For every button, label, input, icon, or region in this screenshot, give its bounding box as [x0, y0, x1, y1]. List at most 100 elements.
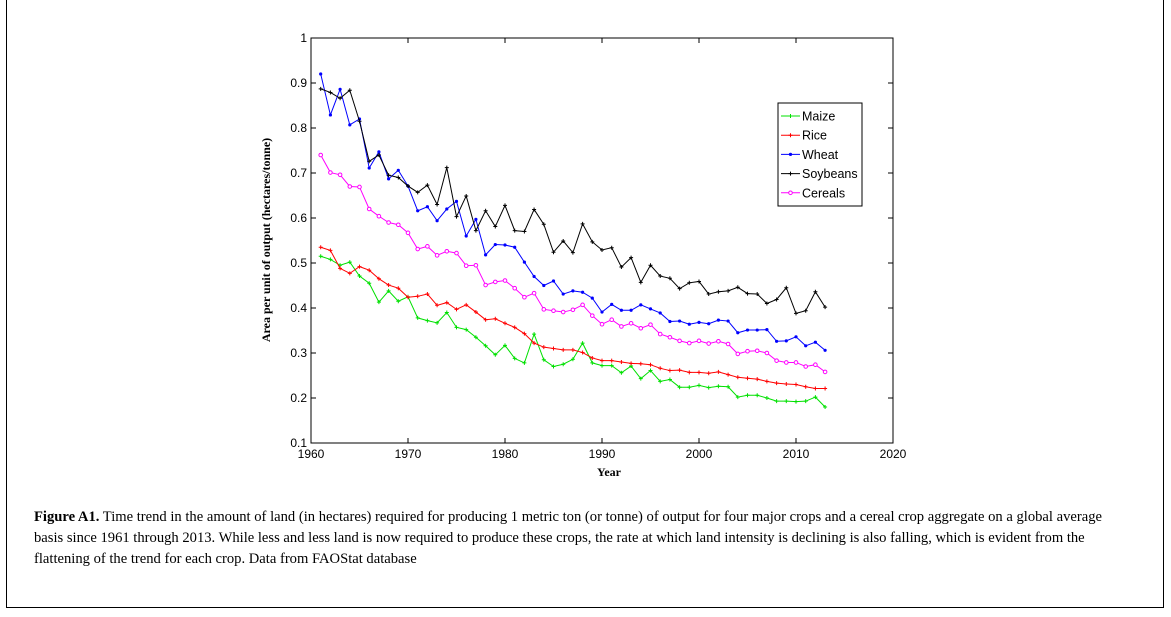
- x-tick-label: 2010: [783, 447, 810, 461]
- data-point: [629, 255, 634, 260]
- data-point: [338, 87, 342, 91]
- data-point: [823, 386, 828, 391]
- legend: Maize Rice Wheat Soybeans Cereals: [777, 102, 863, 207]
- data-point: [735, 375, 740, 380]
- data-point: [357, 274, 362, 279]
- data-point: [600, 358, 604, 363]
- data-point: [425, 244, 430, 249]
- data-point: [784, 339, 788, 343]
- data-point: [541, 307, 547, 312]
- data-point: [396, 222, 401, 228]
- data-point: [434, 253, 440, 258]
- x-tick-label: 1980: [492, 447, 519, 461]
- data-point: [522, 360, 527, 365]
- data-point: [454, 307, 459, 312]
- data-point: [415, 294, 420, 299]
- data-point: [416, 209, 420, 213]
- data-point: [696, 338, 702, 344]
- series-line-soybeans: [320, 88, 826, 315]
- data-point: [774, 358, 779, 363]
- legend-item-cereals: Cereals: [781, 186, 845, 200]
- data-point: [512, 325, 517, 330]
- data-point: [648, 263, 653, 268]
- data-point: [357, 184, 362, 190]
- data-point: [435, 219, 439, 223]
- data-point: [512, 285, 518, 291]
- legend-label: Maize: [802, 110, 835, 124]
- data-point: [706, 371, 711, 376]
- data-point: [396, 286, 401, 291]
- data-point: [706, 385, 711, 390]
- data-point: [318, 245, 323, 250]
- data-point: [493, 224, 498, 229]
- legend-marker: [788, 152, 793, 156]
- series-line-rice: [320, 246, 826, 390]
- data-point: [764, 396, 769, 400]
- data-point: [512, 228, 517, 233]
- data-point: [483, 282, 488, 288]
- data-point: [357, 264, 362, 269]
- data-point: [735, 395, 740, 400]
- data-point: [386, 173, 391, 178]
- series-soybeans: [318, 86, 828, 316]
- figure-caption: Figure A1. Time trend in the amount of l…: [34, 507, 1134, 570]
- data-point: [541, 357, 546, 362]
- data-point: [638, 325, 644, 331]
- data-point: [386, 283, 391, 288]
- data-point: [376, 213, 382, 219]
- data-point: [687, 322, 691, 326]
- data-point: [522, 229, 527, 234]
- data-point: [454, 214, 459, 219]
- data-point: [813, 289, 818, 294]
- data-point: [823, 348, 827, 352]
- data-point: [454, 325, 459, 330]
- data-point: [687, 370, 692, 375]
- data-point: [590, 296, 594, 300]
- series-line-cereals: [320, 154, 826, 373]
- data-point: [551, 364, 556, 369]
- data-point: [376, 153, 381, 157]
- data-point: [600, 310, 604, 314]
- data-point: [464, 234, 468, 238]
- legend-item-soybeans: Soybeans: [781, 167, 858, 181]
- data-point: [328, 90, 333, 95]
- data-point: [347, 184, 353, 189]
- data-point: [658, 366, 663, 371]
- data-point: [484, 253, 488, 257]
- data-point: [677, 368, 682, 373]
- data-point: [396, 175, 401, 180]
- data-point: [726, 372, 731, 377]
- data-point: [677, 338, 682, 344]
- data-point: [454, 199, 459, 203]
- data-point: [318, 254, 323, 259]
- data-point: [580, 302, 585, 308]
- data-point: [716, 318, 721, 322]
- data-point: [590, 239, 595, 244]
- data-point: [697, 370, 701, 375]
- data-point: [774, 297, 779, 302]
- data-point: [464, 327, 469, 332]
- y-tick-label: 0.1: [290, 436, 307, 450]
- data-point: [502, 278, 508, 283]
- data-point: [435, 202, 440, 207]
- data-point: [463, 263, 469, 269]
- data-point: [522, 331, 527, 336]
- data-point: [793, 360, 799, 365]
- data-point: [541, 345, 546, 350]
- data-point: [337, 172, 343, 178]
- data-point: [357, 119, 362, 124]
- series-cereals: [318, 152, 828, 375]
- data-point: [755, 377, 760, 382]
- data-point: [503, 203, 507, 208]
- legend-label: Cereals: [802, 186, 845, 200]
- data-point: [600, 363, 604, 368]
- data-point: [619, 308, 624, 312]
- data-point: [667, 276, 672, 281]
- data-point: [687, 280, 692, 285]
- data-point: [338, 266, 343, 271]
- data-point: [532, 207, 537, 212]
- data-point: [648, 307, 653, 311]
- data-point: [551, 346, 556, 351]
- data-point: [668, 319, 672, 324]
- data-point: [561, 347, 566, 352]
